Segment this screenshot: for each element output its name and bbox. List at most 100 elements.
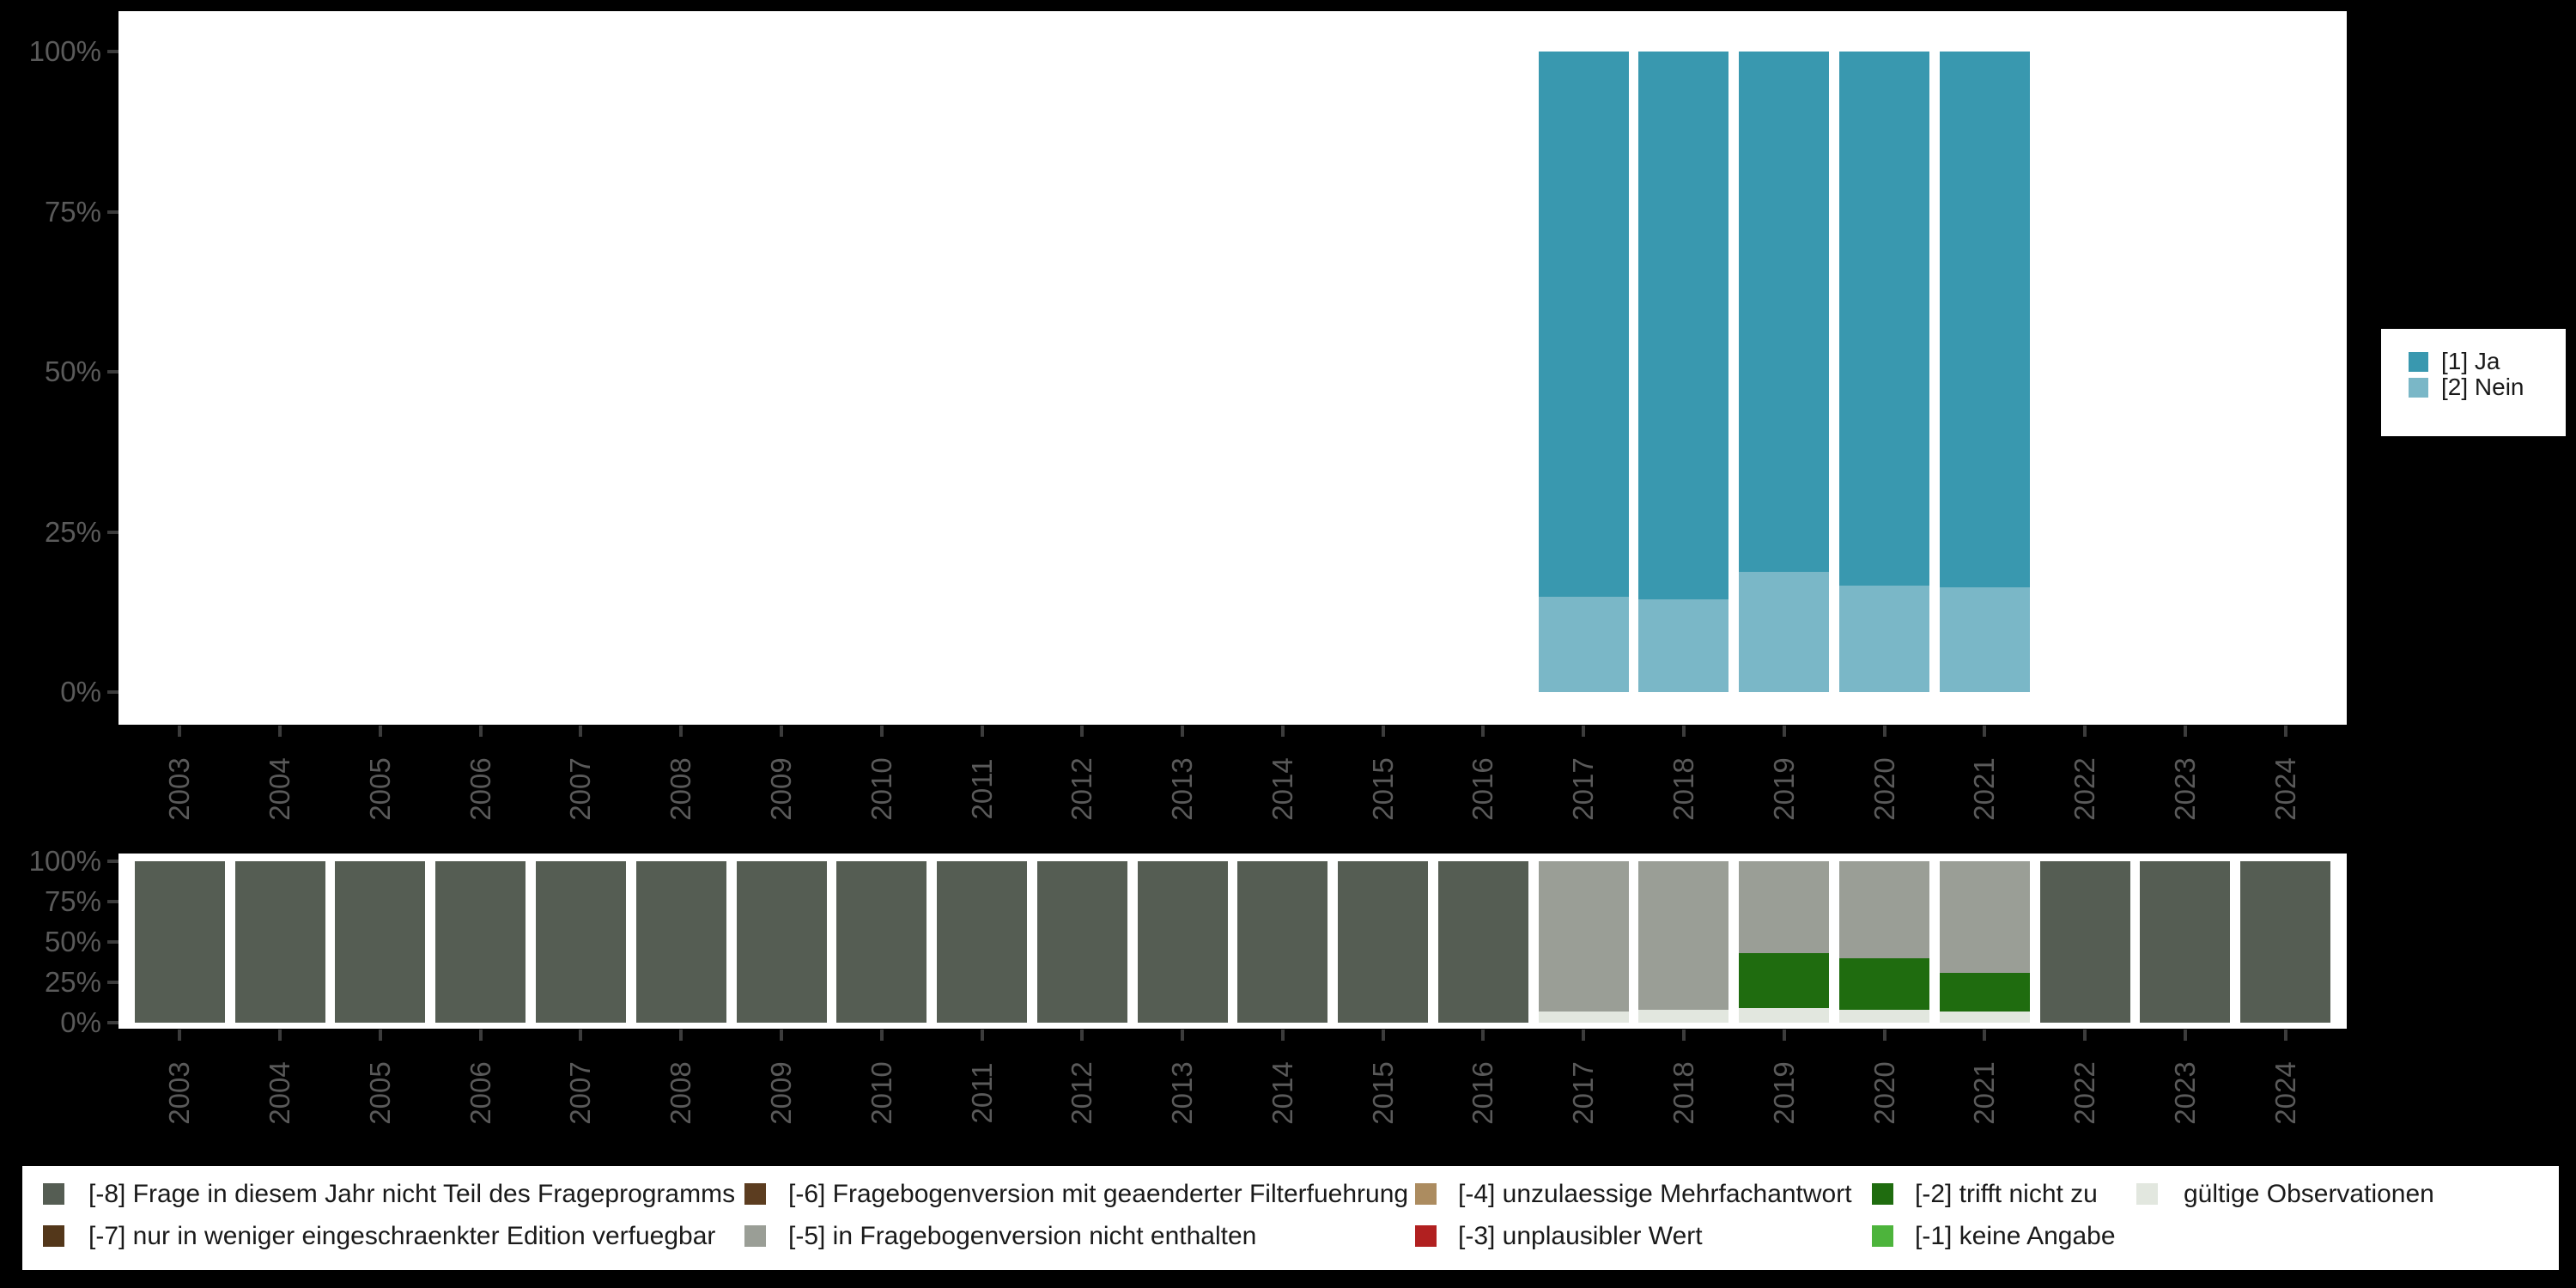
x-axis-year-label: 2023	[2168, 1061, 2201, 1125]
x-axis-year-label: 2011	[965, 758, 998, 820]
x-axis-year-label: 2022	[2069, 1061, 2101, 1125]
x-axis-year-label: 2021	[1968, 1061, 2001, 1125]
x-axis-tick	[1481, 726, 1485, 737]
x-axis-tick	[1681, 1030, 1686, 1041]
legend-swatch	[43, 1225, 64, 1247]
bar-segment	[1538, 1011, 1629, 1023]
x-axis-year-label: 2005	[363, 757, 396, 821]
y-axis-tick	[107, 899, 118, 903]
x-axis-tick	[780, 1030, 784, 1041]
legend-swatch	[2409, 377, 2428, 398]
y-axis-tick	[107, 860, 118, 863]
bar-segment	[1939, 861, 2030, 973]
x-axis-tick	[2083, 726, 2087, 737]
bar-segment	[1437, 861, 1528, 1023]
y-axis-tick-label: 75%	[44, 195, 101, 228]
x-axis-tick	[1080, 1030, 1084, 1041]
bar-segment	[1739, 571, 1830, 692]
x-axis-year-label: 2010	[865, 1061, 897, 1125]
x-axis-tick	[1381, 726, 1385, 737]
x-axis-tick	[1481, 1030, 1485, 1041]
x-axis-tick	[579, 1030, 583, 1041]
x-axis-tick	[2283, 726, 2287, 737]
legend-swatch	[2136, 1183, 2158, 1205]
x-axis-tick	[1181, 726, 1185, 737]
x-axis-tick	[1582, 726, 1586, 737]
x-axis-year-label: 2019	[1767, 1061, 1800, 1125]
x-axis-tick	[1280, 726, 1285, 737]
x-axis-year-label: 2017	[1567, 757, 1600, 821]
x-axis-year-label: 2023	[2168, 757, 2201, 821]
y-axis-tick-label: 50%	[44, 355, 101, 387]
x-axis-tick	[1782, 726, 1786, 737]
legend-label: [1] Ja	[2441, 348, 2500, 374]
x-axis-tick	[879, 1030, 884, 1041]
x-axis-tick	[980, 1030, 984, 1041]
x-axis-tick	[178, 726, 182, 737]
legend-swatch	[1872, 1183, 1893, 1205]
x-axis-year-label: 2014	[1266, 757, 1298, 821]
missings-legend: [-8] Frage in diesem Jahr nicht Teil des…	[22, 1166, 2559, 1270]
legend-swatch	[43, 1183, 64, 1205]
y-axis-tick-label: 25%	[44, 515, 101, 548]
x-axis-tick	[2183, 726, 2187, 737]
x-axis-year-label: 2015	[1366, 1061, 1399, 1125]
bar-segment	[736, 861, 827, 1023]
legend-item: [1] Ja	[2381, 348, 2566, 374]
x-axis-tick	[1882, 726, 1886, 737]
legend-label: [-4] unzulaessige Mehrfachantwort	[1458, 1180, 1852, 1208]
y-axis-tick	[107, 370, 118, 374]
x-axis-tick	[1983, 1030, 1987, 1041]
legend-swatch	[1415, 1225, 1437, 1247]
x-axis-year-label: 2008	[665, 1061, 697, 1125]
y-axis-tick-label: 0%	[60, 676, 101, 708]
bar-segment	[134, 861, 225, 1023]
x-axis-tick	[1080, 726, 1084, 737]
y-axis-tick	[107, 939, 118, 944]
x-axis-year-label: 2015	[1366, 757, 1399, 821]
x-axis-tick	[2183, 1030, 2187, 1041]
x-axis-tick	[1582, 1030, 1586, 1041]
x-axis-year-label: 2011	[965, 1062, 998, 1124]
legend-label: [-8] Frage in diesem Jahr nicht Teil des…	[88, 1180, 736, 1208]
x-axis-year-label: 2010	[865, 757, 897, 821]
bar-segment	[2240, 861, 2331, 1023]
y-axis-tick-label: 50%	[44, 925, 101, 957]
bar-segment	[2039, 861, 2130, 1023]
bar-segment	[1036, 861, 1127, 1023]
bar-segment	[1839, 586, 1930, 692]
y-axis-tick	[107, 50, 118, 53]
bar-segment	[1939, 586, 2030, 692]
bar-segment	[1939, 52, 2030, 587]
bar-segment	[937, 861, 1028, 1023]
x-axis-tick	[1983, 726, 1987, 737]
bar-segment	[2140, 861, 2231, 1023]
missings-plot-area	[118, 854, 2347, 1029]
bar-segment	[335, 861, 426, 1023]
y-axis-tick-label: 25%	[44, 965, 101, 998]
x-axis-tick	[2083, 1030, 2087, 1041]
y-axis-tick	[107, 530, 118, 534]
x-axis-tick	[679, 1030, 683, 1041]
bar-segment	[1839, 861, 1930, 958]
bar-segment	[1739, 861, 1830, 954]
x-axis-year-label: 2008	[665, 757, 697, 821]
x-axis-year-label: 2020	[1868, 757, 1900, 821]
bar-segment	[234, 861, 325, 1023]
bar-segment	[1739, 953, 1830, 1009]
bar-segment	[1638, 598, 1729, 692]
legend-label: [-3] unplausibler Wert	[1458, 1222, 1703, 1250]
y-axis-tick-label: 100%	[28, 845, 101, 877]
x-axis-tick	[879, 726, 884, 737]
x-axis-tick	[1280, 1030, 1285, 1041]
legend-swatch	[1872, 1225, 1893, 1247]
legend-swatch	[1415, 1183, 1437, 1205]
x-axis-tick	[1681, 726, 1686, 737]
x-axis-year-label: 2018	[1667, 757, 1699, 821]
y-axis-tick	[107, 980, 118, 984]
legend-swatch	[744, 1225, 766, 1247]
x-axis-year-label: 2004	[264, 757, 296, 821]
x-axis-year-label: 2021	[1968, 757, 2001, 821]
y-axis-tick	[107, 690, 118, 694]
